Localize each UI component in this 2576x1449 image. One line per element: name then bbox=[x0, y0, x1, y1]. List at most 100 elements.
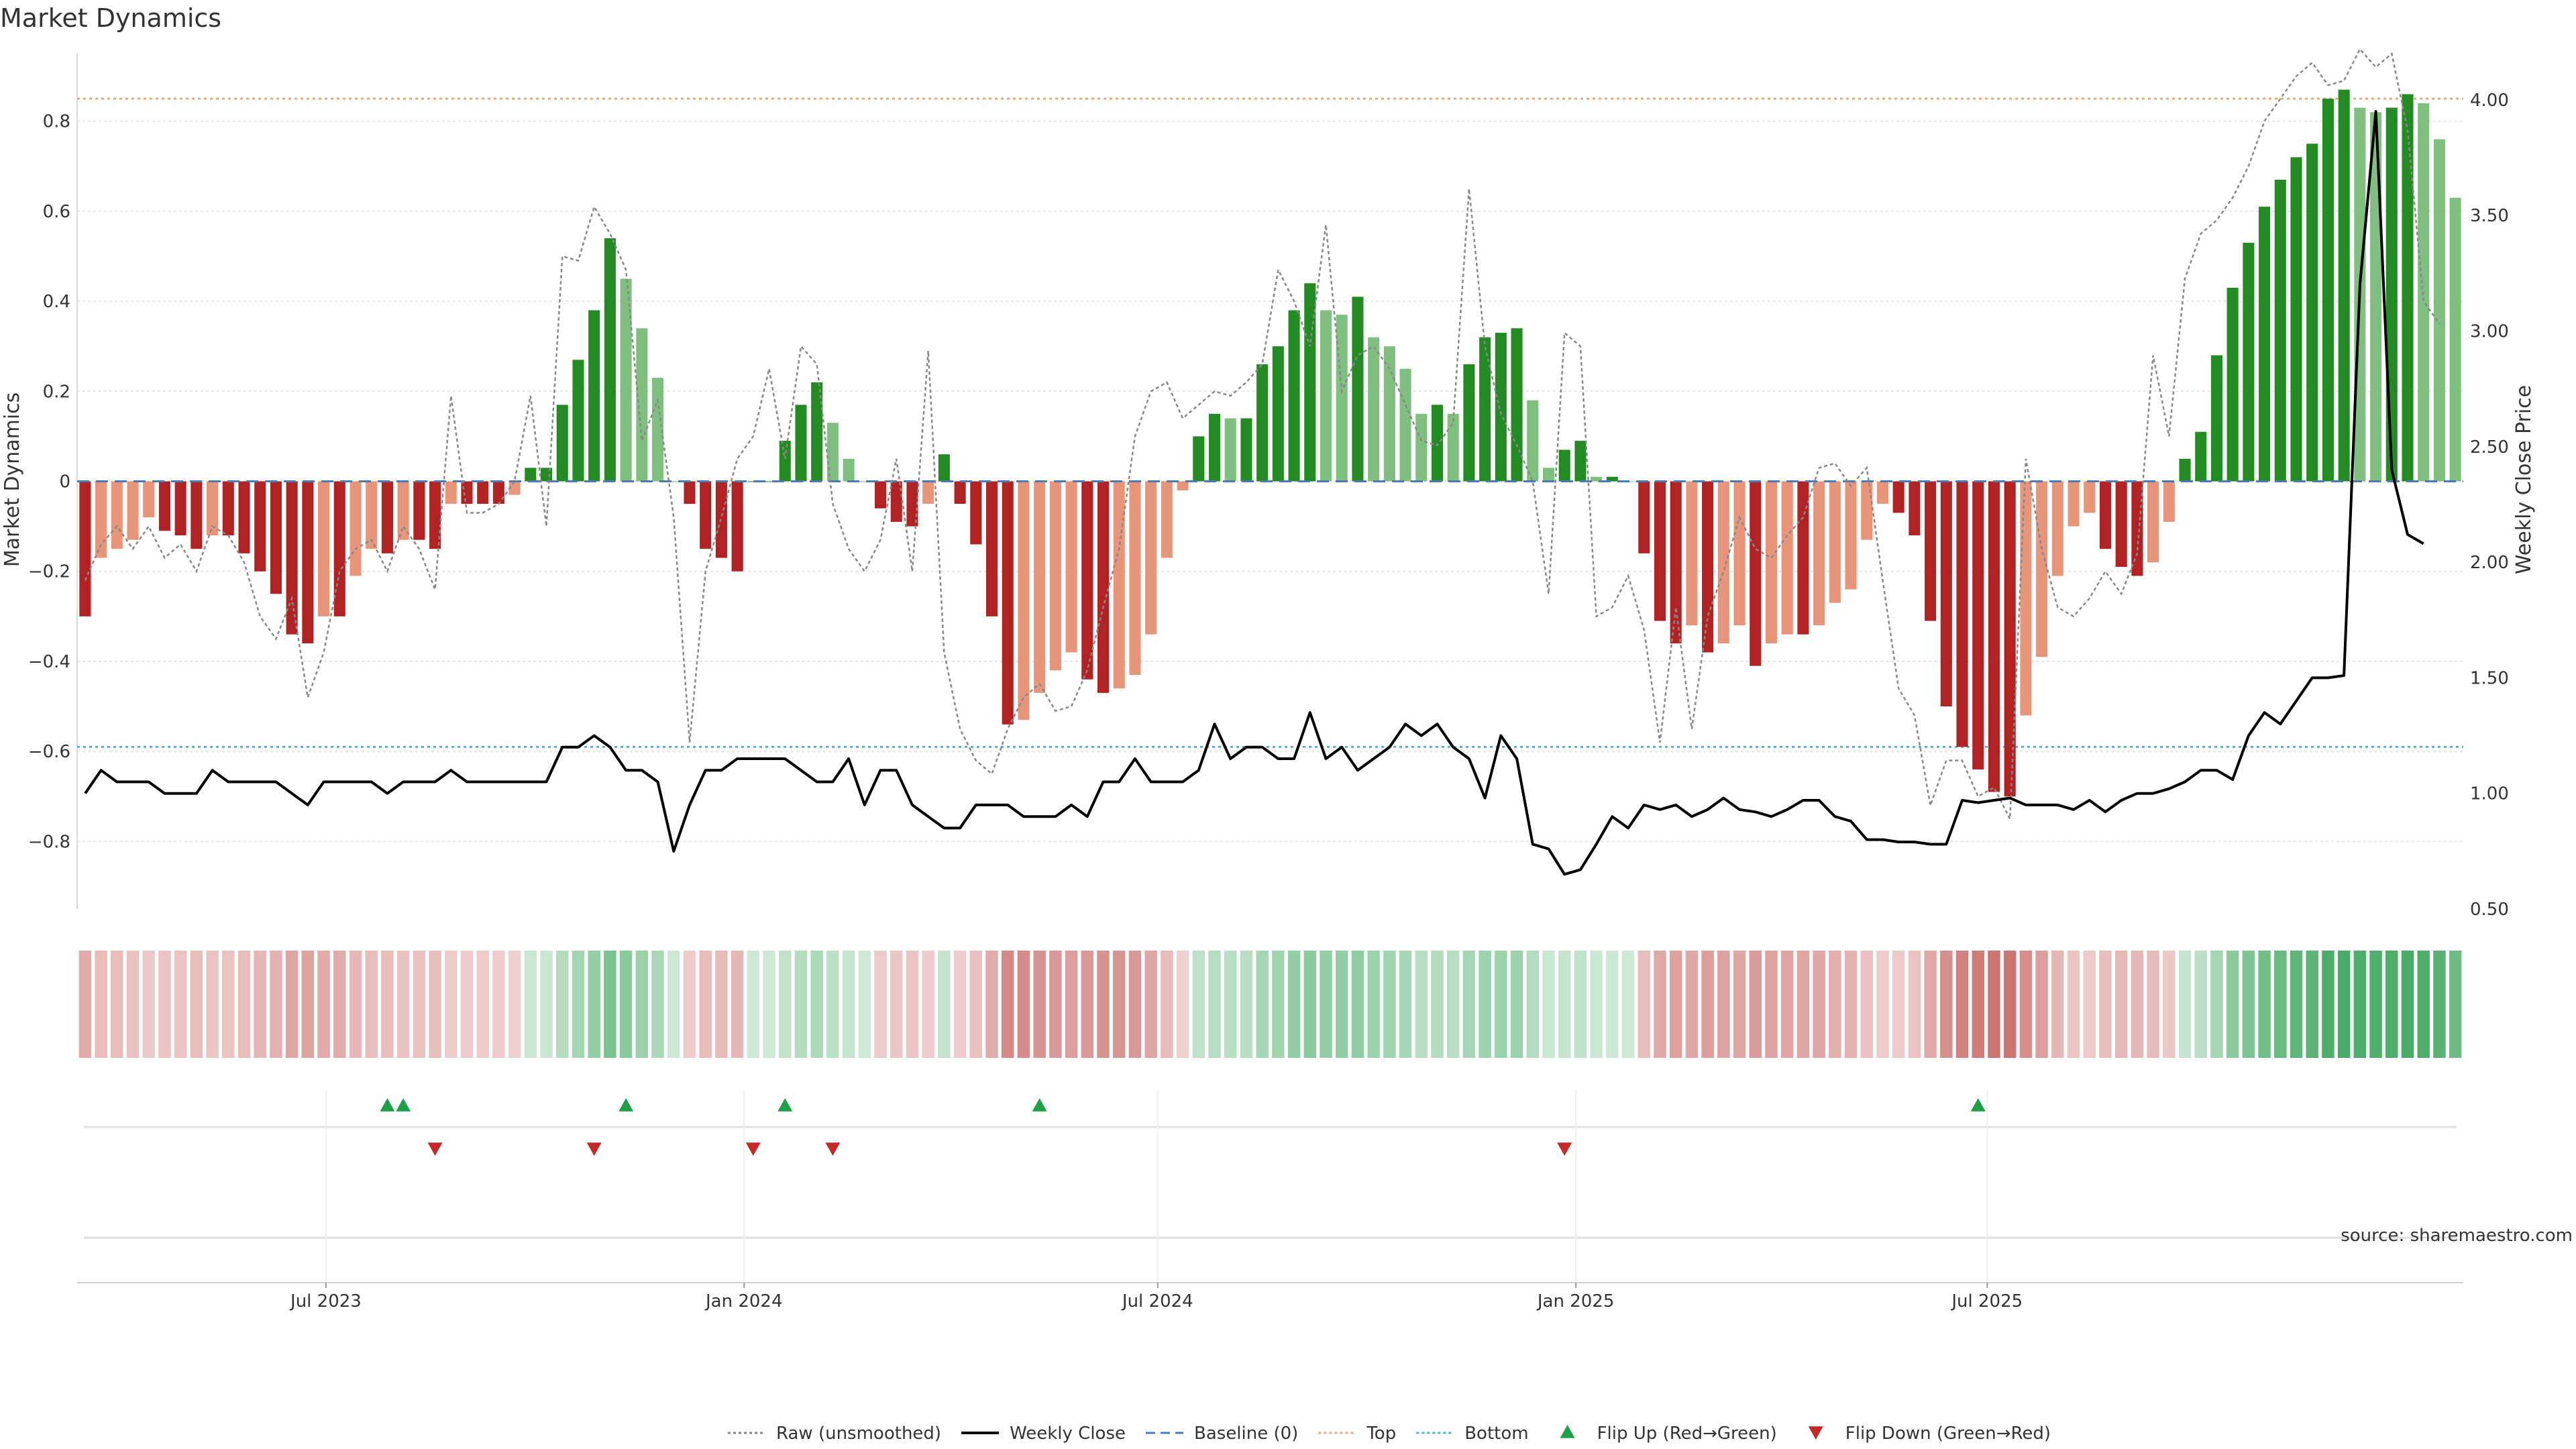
right-tick-label: 3.50 bbox=[2470, 206, 2509, 226]
strip-cell bbox=[445, 951, 458, 1058]
raw-series-line bbox=[84, 48, 2440, 822]
strip-cell bbox=[476, 951, 489, 1058]
bar bbox=[2115, 481, 2127, 567]
strip-cell bbox=[1033, 951, 1046, 1058]
bar bbox=[1447, 413, 1459, 482]
strip-cell bbox=[1446, 951, 1460, 1058]
bar bbox=[1733, 481, 1746, 626]
threshold-lines bbox=[77, 97, 2463, 748]
bar bbox=[922, 481, 934, 504]
right-tick-label: 1.50 bbox=[2470, 668, 2509, 688]
bar bbox=[445, 481, 457, 504]
strip-cell bbox=[1796, 951, 1810, 1058]
strip-cell bbox=[1749, 951, 1762, 1058]
strip-cell bbox=[604, 951, 616, 1058]
bar bbox=[302, 481, 314, 644]
bar bbox=[1383, 346, 1395, 482]
strip-cell bbox=[1495, 951, 1507, 1058]
strip-cell bbox=[1287, 951, 1301, 1058]
strip-cell bbox=[1049, 951, 1062, 1058]
strip-cell bbox=[2306, 951, 2318, 1058]
left-tick-label: 0.6 bbox=[43, 202, 70, 222]
strip-cell bbox=[1128, 951, 1142, 1058]
strip-cell bbox=[874, 951, 887, 1058]
bar bbox=[811, 382, 823, 482]
bar bbox=[2051, 481, 2063, 576]
bar bbox=[1861, 481, 1873, 540]
source-label: source: sharemaestro.com bbox=[2341, 1226, 2573, 1246]
x-tick-label: Jul 2023 bbox=[289, 1291, 362, 1311]
strip-cell bbox=[2051, 951, 2064, 1058]
bar bbox=[1304, 283, 1316, 482]
bar bbox=[477, 481, 489, 504]
bar bbox=[127, 481, 139, 540]
bar bbox=[1956, 481, 1968, 747]
bar bbox=[2004, 481, 2016, 797]
flip-down-marker bbox=[586, 1142, 602, 1156]
strip-cell bbox=[1590, 951, 1603, 1058]
strip-cell bbox=[588, 951, 600, 1058]
bar bbox=[397, 481, 409, 540]
strip-cell bbox=[1224, 951, 1237, 1058]
left-axis-label: Market Dynamics bbox=[1, 392, 24, 568]
left-tick-label: −0.2 bbox=[28, 562, 70, 582]
strip-cell bbox=[1240, 951, 1253, 1058]
bar bbox=[1129, 481, 1141, 676]
strip-cell bbox=[1780, 951, 1794, 1058]
legend-item: Flip Up (Red→Green) bbox=[1560, 1424, 1777, 1444]
bar bbox=[1527, 400, 1539, 482]
strip-cell bbox=[2274, 951, 2287, 1058]
x-tick-label: Jul 2024 bbox=[1121, 1291, 1193, 1311]
strip-cell bbox=[1892, 951, 1905, 1058]
strip-cell bbox=[1621, 951, 1635, 1058]
strip-cell bbox=[1717, 951, 1730, 1058]
strip-cell bbox=[1112, 951, 1126, 1058]
strip-cell bbox=[158, 951, 171, 1058]
strip-cell bbox=[317, 951, 330, 1058]
left-tick-label: 0.2 bbox=[43, 382, 70, 402]
bar bbox=[2099, 481, 2111, 549]
strip-cell bbox=[763, 951, 775, 1058]
strip-cell bbox=[2131, 951, 2144, 1058]
left-tick-label: −0.6 bbox=[28, 742, 70, 762]
strip-cell bbox=[1829, 951, 1841, 1058]
strip-cell bbox=[2242, 951, 2255, 1058]
bar bbox=[207, 481, 219, 536]
strip-cell bbox=[2449, 951, 2462, 1058]
legend-item: Baseline (0) bbox=[1146, 1424, 1298, 1444]
strip-cell bbox=[1844, 951, 1858, 1058]
strip-cell bbox=[1908, 951, 1921, 1058]
strip-cell bbox=[2163, 951, 2176, 1058]
bar bbox=[1940, 481, 1952, 707]
strip-cell bbox=[778, 951, 792, 1058]
bar bbox=[556, 405, 568, 482]
strip-cell bbox=[190, 951, 203, 1058]
bar bbox=[1892, 481, 1904, 513]
bar bbox=[2274, 179, 2286, 482]
strip-cell bbox=[78, 951, 92, 1058]
bar bbox=[700, 481, 712, 549]
bar bbox=[2449, 197, 2461, 482]
bar bbox=[1781, 481, 1793, 635]
strip-cell bbox=[1669, 951, 1682, 1058]
strip-cell bbox=[699, 951, 712, 1058]
bar bbox=[1415, 413, 1428, 482]
strip-cell bbox=[365, 951, 378, 1058]
strip-cell bbox=[396, 951, 410, 1058]
bar bbox=[572, 360, 584, 482]
strip-cell bbox=[1510, 951, 1523, 1058]
left-tick-label: 0 bbox=[59, 472, 70, 492]
strip-cell bbox=[1924, 951, 1937, 1058]
bar bbox=[2084, 481, 2096, 513]
strip-cell bbox=[1144, 951, 1157, 1058]
bar bbox=[1542, 468, 1555, 482]
strip-cell bbox=[270, 951, 282, 1058]
strip-cell bbox=[1813, 951, 1825, 1058]
strip-cell bbox=[2099, 951, 2112, 1058]
strip-cell bbox=[794, 951, 808, 1058]
bar bbox=[1702, 481, 1714, 653]
flip-down-marker bbox=[1557, 1142, 1572, 1156]
legend-swatch bbox=[1560, 1425, 1575, 1438]
strip-cell bbox=[1399, 951, 1412, 1058]
strip-cell bbox=[1415, 951, 1428, 1058]
